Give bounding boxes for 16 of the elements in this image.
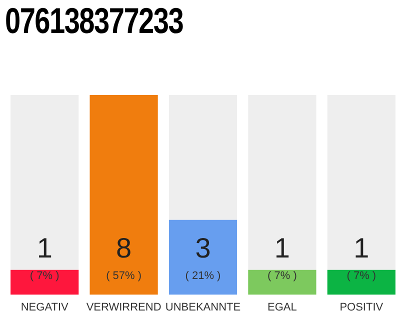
chart-title: 076138377233 bbox=[5, 0, 184, 42]
data-label: 8 bbox=[116, 232, 132, 264]
x-tick-label: VERWIRREND bbox=[86, 301, 162, 314]
data-label: 3 bbox=[195, 232, 211, 264]
annotation: ( 21% ) bbox=[185, 270, 221, 282]
data-label: 1 bbox=[274, 232, 290, 264]
x-tick-label: NEGATIV bbox=[20, 301, 69, 314]
data-label: 1 bbox=[354, 232, 370, 264]
x-tick-label: POSITIV bbox=[340, 301, 384, 314]
x-tick-label: EGAL bbox=[268, 301, 297, 314]
data-label: 1 bbox=[36, 232, 52, 264]
annotation: ( 7% ) bbox=[268, 270, 297, 282]
annotation: ( 7% ) bbox=[346, 270, 376, 282]
annotation: ( 7% ) bbox=[30, 270, 60, 282]
x-tick-label: UNBEKANNTE bbox=[165, 301, 241, 314]
annotation: ( 57% ) bbox=[106, 270, 142, 282]
